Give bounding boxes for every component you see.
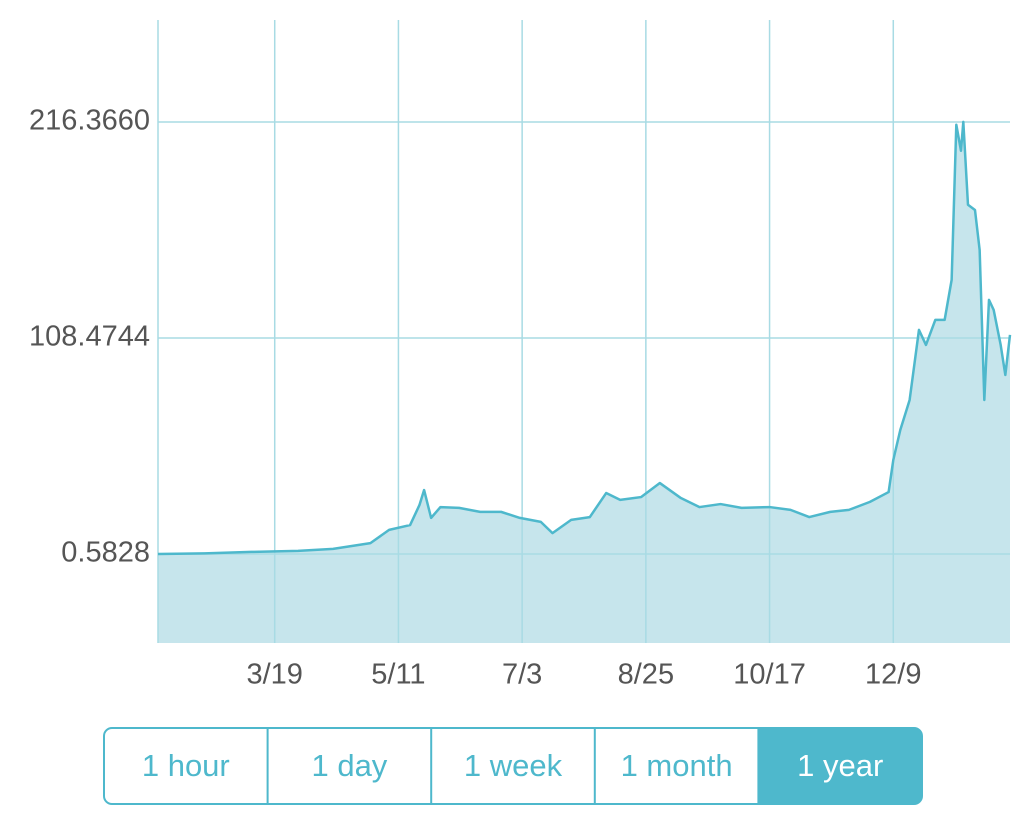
y-tick-label: 108.4744 xyxy=(29,321,150,353)
y-tick-label: 0.5828 xyxy=(61,537,150,569)
range-button-label[interactable]: 1 year xyxy=(797,748,883,783)
range-button-label[interactable]: 1 day xyxy=(311,748,387,783)
range-button-label[interactable]: 1 week xyxy=(464,748,563,783)
x-tick-label: 7/3 xyxy=(502,659,542,691)
range-button-label[interactable]: 1 hour xyxy=(142,748,230,783)
area-fill xyxy=(158,121,1010,644)
x-tick-label: 3/19 xyxy=(246,659,302,691)
price-line xyxy=(157,120,1012,556)
x-tick-label: 8/25 xyxy=(618,659,674,691)
y-tick-label: 216.3660 xyxy=(29,105,150,137)
x-tick-label: 12/9 xyxy=(865,659,921,691)
x-tick-label: 5/11 xyxy=(371,659,425,691)
x-tick-label: 10/17 xyxy=(733,659,806,691)
range-button-label[interactable]: 1 month xyxy=(621,748,733,783)
range-button-selected[interactable] xyxy=(758,728,922,804)
